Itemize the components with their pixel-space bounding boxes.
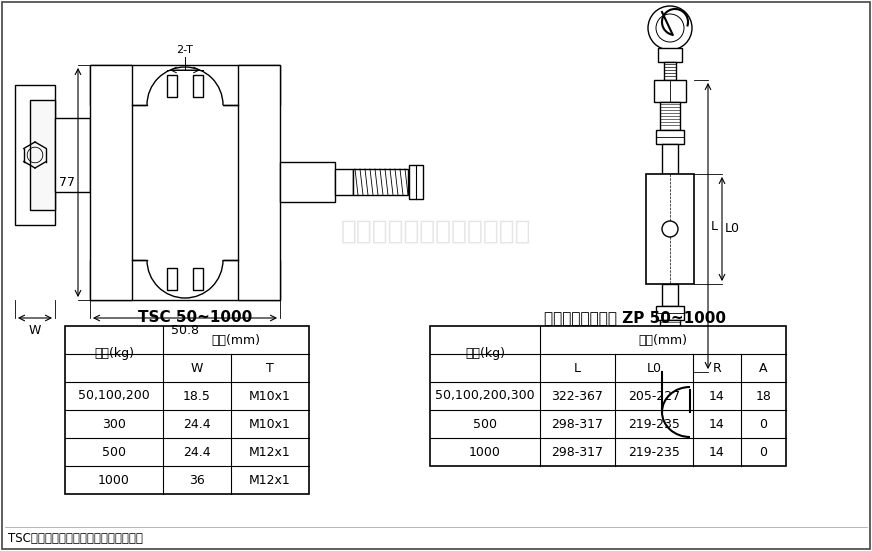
Bar	[238, 65, 280, 300]
Bar	[654, 80, 686, 102]
Text: R: R	[712, 361, 721, 375]
Text: 0: 0	[760, 418, 767, 430]
Bar	[409, 165, 423, 199]
Text: 500: 500	[102, 446, 126, 458]
Bar	[656, 130, 684, 144]
Text: 尺寸(mm): 尺寸(mm)	[638, 333, 687, 347]
Text: M12x1: M12x1	[249, 473, 291, 487]
Bar	[662, 144, 678, 174]
Text: 尺寸(mm): 尺寸(mm)	[212, 333, 261, 347]
Bar	[15, 85, 55, 225]
Bar	[65, 326, 309, 494]
Text: 1000: 1000	[98, 473, 130, 487]
Text: M12x1: M12x1	[249, 446, 291, 458]
Bar	[193, 268, 203, 290]
Text: 50,100,200: 50,100,200	[78, 390, 150, 402]
Text: 50,100,200,300: 50,100,200,300	[435, 390, 535, 402]
Bar	[280, 162, 335, 202]
Bar	[660, 102, 680, 130]
Text: W: W	[191, 361, 203, 375]
Bar	[90, 260, 280, 300]
Circle shape	[147, 67, 223, 143]
Text: 14: 14	[709, 446, 725, 458]
Bar	[353, 169, 408, 195]
Text: 50.8: 50.8	[171, 324, 199, 337]
Bar	[90, 65, 280, 105]
Text: 14: 14	[709, 390, 725, 402]
Text: 18.5: 18.5	[183, 390, 211, 402]
Text: 36: 36	[189, 473, 205, 487]
Text: M10x1: M10x1	[249, 390, 291, 402]
Text: 24.4: 24.4	[183, 446, 211, 458]
Text: L0: L0	[646, 361, 662, 375]
Text: 298-317: 298-317	[551, 418, 603, 430]
Text: A: A	[760, 361, 767, 375]
Circle shape	[662, 221, 678, 237]
Bar	[430, 326, 786, 466]
Text: L: L	[711, 219, 718, 233]
Bar	[654, 350, 686, 372]
Text: 0: 0	[760, 446, 767, 458]
Text: TSC 50~1000: TSC 50~1000	[138, 310, 252, 325]
Bar	[662, 284, 678, 306]
Text: 219-235: 219-235	[628, 446, 680, 458]
Bar	[90, 65, 132, 300]
Text: 205-227: 205-227	[628, 390, 680, 402]
Text: 18: 18	[755, 390, 772, 402]
Text: 容量(kg): 容量(kg)	[465, 348, 505, 360]
Text: 322-367: 322-367	[552, 390, 603, 402]
Text: L: L	[574, 361, 581, 375]
Bar	[658, 48, 682, 62]
Bar	[55, 118, 90, 192]
Bar	[656, 306, 684, 320]
Bar	[30, 100, 55, 210]
Text: 298-317: 298-317	[551, 446, 603, 458]
Text: 关节轴承式连接件 ZP 50~1000: 关节轴承式连接件 ZP 50~1000	[544, 310, 726, 325]
Text: TSC传感器另有拉杆式连接件可供选用。: TSC传感器另有拉杆式连接件可供选用。	[8, 532, 143, 545]
Bar	[664, 62, 676, 80]
Text: 500: 500	[473, 418, 497, 430]
Bar	[646, 174, 694, 284]
Text: T: T	[266, 361, 274, 375]
Bar	[193, 75, 203, 97]
Text: W: W	[29, 324, 41, 337]
Bar	[167, 75, 177, 97]
Text: 2-T: 2-T	[176, 45, 194, 55]
Text: 广州兰跃电子科技有限公司: 广州兰跃电子科技有限公司	[341, 218, 531, 245]
Text: L0: L0	[725, 223, 740, 235]
Circle shape	[648, 6, 692, 50]
Text: 24.4: 24.4	[183, 418, 211, 430]
Text: 219-235: 219-235	[628, 418, 680, 430]
Text: 1000: 1000	[469, 446, 501, 458]
Bar	[167, 268, 177, 290]
Text: 14: 14	[709, 418, 725, 430]
Bar	[660, 320, 680, 350]
Bar	[335, 169, 353, 195]
Circle shape	[656, 14, 684, 42]
Text: 77: 77	[59, 176, 75, 188]
Text: 300: 300	[102, 418, 126, 430]
Text: 容量(kg): 容量(kg)	[94, 348, 134, 360]
Circle shape	[147, 222, 223, 298]
Text: M10x1: M10x1	[249, 418, 291, 430]
